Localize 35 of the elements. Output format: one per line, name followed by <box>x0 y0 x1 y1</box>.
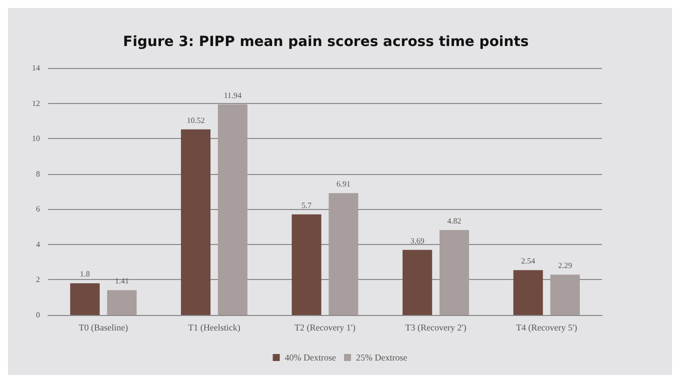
y-tick-label: 12 <box>32 98 40 108</box>
y-tick-label: 2 <box>36 275 40 284</box>
bar <box>107 290 137 315</box>
y-tick-label: 0 <box>36 310 40 320</box>
data-label: 5.7 <box>302 200 312 210</box>
bar <box>402 250 432 315</box>
data-label: 10.52 <box>186 116 205 125</box>
data-label: 6.91 <box>336 180 350 189</box>
x-tick-label: T1 (Heelstick) <box>188 322 240 332</box>
data-label: 11.94 <box>224 90 242 100</box>
y-tick-label: 4 <box>36 240 40 249</box>
data-label: 3.69 <box>410 236 424 246</box>
data-label: 1.8 <box>80 270 90 279</box>
chart-title: Figure 3: PIPP mean pain scores across time points <box>123 34 529 50</box>
x-tick-label: T4 (Recovery 5') <box>516 322 578 332</box>
y-tick-label: 10 <box>32 134 40 144</box>
data-label: 4.82 <box>447 216 462 226</box>
y-tick-label: 8 <box>36 169 40 178</box>
y-tick-label: 6 <box>36 204 40 214</box>
bar <box>218 104 248 315</box>
bar <box>70 283 100 315</box>
bar <box>439 230 470 315</box>
data-label: 2.54 <box>521 256 536 266</box>
bar <box>180 129 211 315</box>
legend-label: 25% Dextrose <box>356 352 408 362</box>
data-label: 2.29 <box>558 261 572 270</box>
x-tick-label: T2 (Recovery 1') <box>294 322 356 332</box>
x-tick-label: T3 (Recovery 2') <box>405 322 466 332</box>
bar <box>513 270 543 315</box>
bar <box>550 274 580 315</box>
bar <box>328 193 358 315</box>
y-tick-label: 14 <box>32 64 40 72</box>
bar <box>292 214 322 315</box>
legend-label: 40% Dextrose <box>284 352 336 362</box>
x-tick-label: T0 (Baseline) <box>78 322 128 332</box>
